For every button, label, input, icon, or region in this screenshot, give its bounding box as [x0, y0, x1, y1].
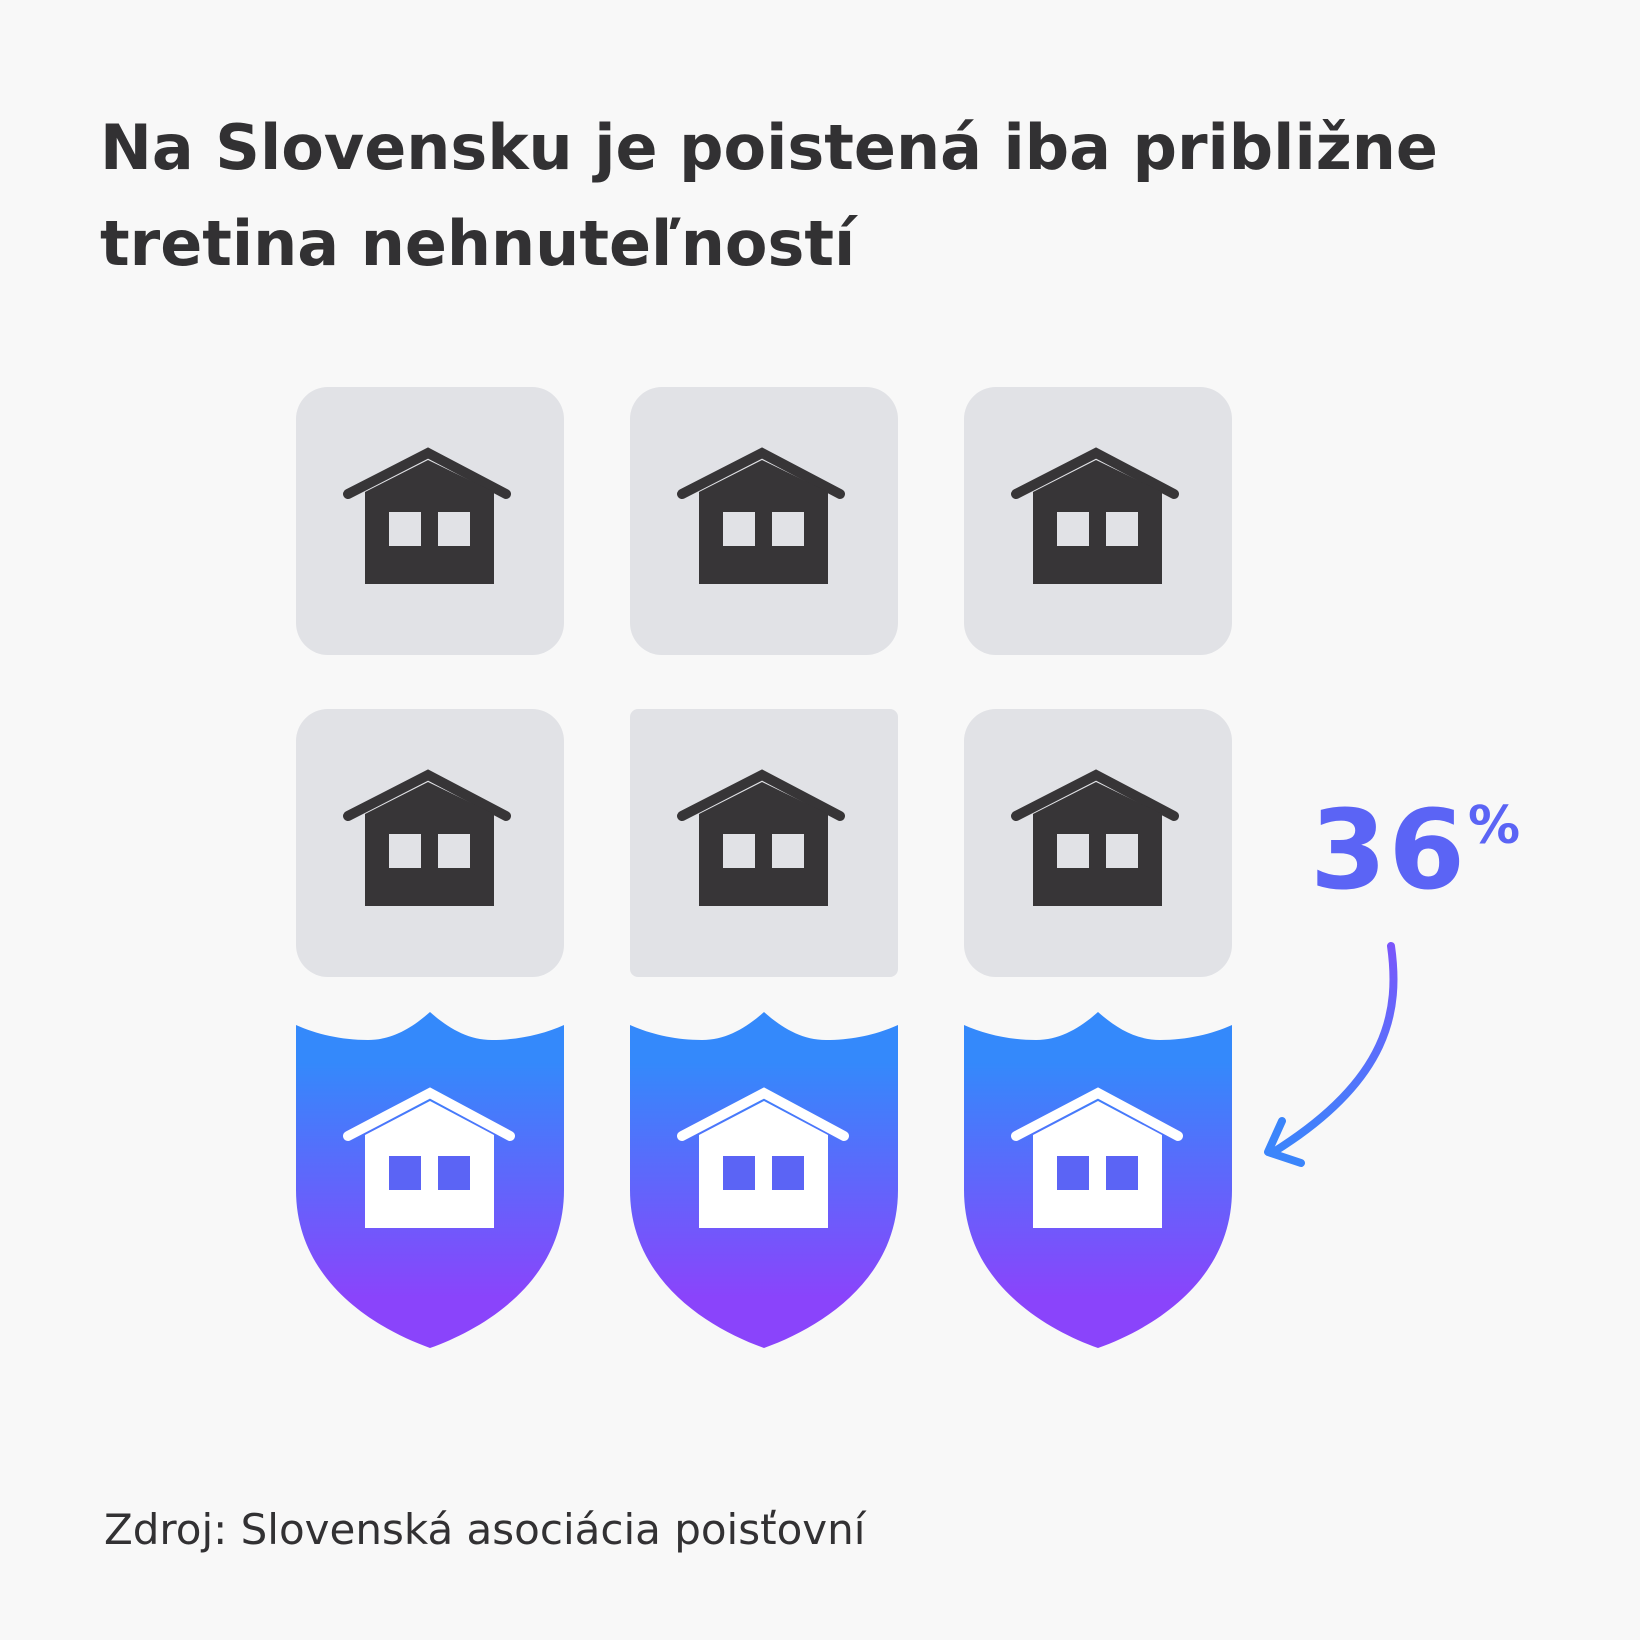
page-title: Na Slovensku je poistená iba približne t… [100, 111, 1438, 280]
house-icon [1011, 447, 1179, 584]
shield-house-icon [296, 1012, 564, 1348]
uninsured-house-tile [630, 387, 898, 655]
percent-number: 36 [1310, 786, 1468, 914]
shield-house-icon [630, 1012, 898, 1348]
house-icon [343, 447, 511, 584]
insured-share-value: 36 % [1310, 790, 1520, 930]
insured-house-shield [964, 1010, 1232, 1348]
house-icon [677, 769, 845, 906]
house-icon [1011, 769, 1179, 906]
uninsured-house-tile [296, 387, 564, 655]
uninsured-house-tile [964, 387, 1232, 655]
uninsured-house-tile [296, 709, 564, 977]
shield-house-icon [964, 1012, 1232, 1348]
percent-sign: % [1468, 796, 1521, 856]
insured-house-shield [296, 1010, 564, 1348]
uninsured-house-tile [964, 709, 1232, 977]
curved-arrow-icon [1264, 942, 1398, 1167]
house-icon [677, 447, 845, 584]
source-note: Zdroj: Slovenská asociácia poisťovní [104, 1505, 866, 1554]
uninsured-house-tile [630, 709, 898, 977]
house-icon [343, 769, 511, 906]
insured-house-shield [630, 1010, 898, 1348]
